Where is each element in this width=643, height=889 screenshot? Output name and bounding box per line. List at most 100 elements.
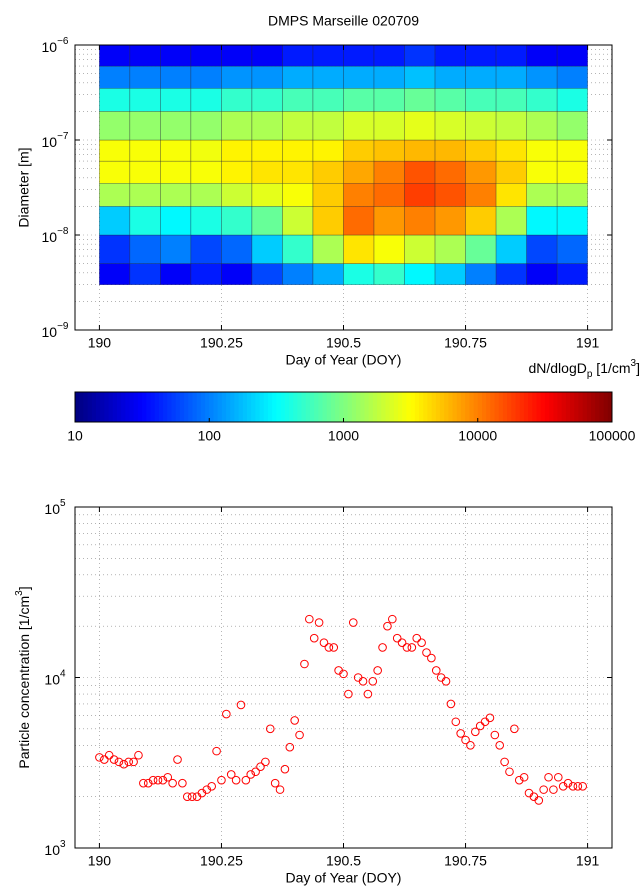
axis-label: Particle concentration [1/cm3] <box>14 586 32 768</box>
colorbar-swatch <box>347 392 353 422</box>
scatter-point <box>495 741 505 750</box>
colorbar-swatch <box>280 392 286 422</box>
heatmap-cell <box>221 183 253 207</box>
heatmap-cell <box>221 88 253 112</box>
colorbar-swatch <box>414 392 420 422</box>
colorbar-swatch <box>230 392 235 422</box>
scatter-point <box>549 785 558 794</box>
tick-base: 10 <box>44 501 60 517</box>
colorbar-tick-label: 10 <box>67 428 83 444</box>
scatter-point <box>134 750 143 760</box>
heatmap-cell <box>343 111 375 141</box>
heatmap-cell <box>251 65 283 89</box>
colorbar-swatch <box>175 392 181 422</box>
label-part: [1/cm <box>592 360 630 376</box>
colorbar-swatch <box>95 392 101 422</box>
scatter-point <box>114 757 124 767</box>
scatter-point <box>95 753 104 762</box>
scatter-point <box>241 775 251 785</box>
colorbar-swatch <box>330 392 336 422</box>
scatter-point <box>519 772 529 782</box>
colorbar-swatch <box>196 392 202 422</box>
scatter-point <box>480 717 490 727</box>
colorbar-swatch <box>276 392 282 422</box>
colorbar-swatch <box>410 392 416 422</box>
heatmap-cell <box>221 111 253 141</box>
heatmap-cell <box>282 160 314 184</box>
colorbar-swatch <box>561 392 567 422</box>
heatmap-cell <box>556 111 588 141</box>
heatmap-cell <box>190 88 222 112</box>
heatmap-cell <box>251 183 283 207</box>
heatmap-cell <box>221 139 253 162</box>
scatter-point <box>563 778 573 788</box>
heatmap-cell <box>404 44 436 67</box>
label-part: ] <box>636 360 640 376</box>
scatter-point <box>231 775 241 785</box>
y-tick-label: 10−6 <box>42 36 69 55</box>
scatter-point <box>427 653 436 663</box>
colorbar-swatch <box>393 392 399 422</box>
colorbar-swatch <box>121 392 126 422</box>
colorbar-swatch <box>528 392 533 422</box>
heatmap-cell <box>312 206 344 236</box>
scatter-point <box>285 742 295 752</box>
heatmap-cell <box>373 139 405 162</box>
heatmap-cell <box>465 183 497 207</box>
label-part: p <box>587 369 593 380</box>
scatter-point <box>378 643 387 652</box>
tick-base: 10 <box>42 324 58 340</box>
y-tick-label: 104 <box>44 668 66 687</box>
heatmap-cell <box>190 65 222 89</box>
heatmap-cell <box>373 263 405 285</box>
colorbar-swatch <box>406 392 412 422</box>
heatmap-cell <box>434 206 466 236</box>
colorbar-swatch <box>192 392 198 422</box>
colorbar-swatch <box>91 392 97 422</box>
heatmap-cell <box>190 111 222 141</box>
heatmap-cell <box>434 234 466 264</box>
colorbar-swatch <box>469 392 475 422</box>
scatter-point <box>446 699 456 709</box>
colorbar-swatch <box>519 392 525 422</box>
scatter-point <box>187 792 197 801</box>
colorbar-swatch <box>217 392 223 422</box>
heatmap-cell <box>343 88 375 112</box>
scatter-point <box>173 755 182 764</box>
colorbar-swatch <box>477 392 483 422</box>
colorbar-swatch <box>322 392 328 422</box>
scatter-point <box>300 659 309 669</box>
colorbar-swatch <box>79 392 84 422</box>
tick-base: 10 <box>42 134 58 150</box>
heatmap-cell <box>526 183 558 207</box>
scatter-point <box>104 750 114 760</box>
colorbar-swatch <box>444 392 449 422</box>
colorbar-swatch <box>381 392 386 422</box>
colorbar-tick-label: 10000 <box>458 428 497 444</box>
heatmap-cell <box>465 88 497 112</box>
scatter-point <box>295 730 304 740</box>
heatmap-cell <box>404 263 436 285</box>
colorbar-swatch <box>200 392 206 422</box>
heatmap-cell <box>495 234 527 264</box>
colorbar-swatch <box>389 392 395 422</box>
tick-exponent: 3 <box>60 839 66 850</box>
label-part: 3 <box>14 590 25 596</box>
heatmap-cell <box>404 183 436 207</box>
x-tick-label: 190 <box>88 853 112 869</box>
heatmap-cell <box>99 111 131 141</box>
colorbar-swatch <box>565 392 571 422</box>
scatter-point <box>441 676 451 686</box>
heatmap-cell <box>99 183 131 207</box>
scatter-point <box>363 689 373 699</box>
colorbar-swatch <box>435 392 441 422</box>
tick-exponent: 5 <box>60 498 66 509</box>
colorbar-swatch <box>343 392 349 422</box>
y-tick-label: 10−9 <box>42 321 69 340</box>
colorbar-swatch <box>523 392 529 422</box>
scatter-point <box>392 633 402 643</box>
colorbar-swatch <box>507 392 512 422</box>
label-part: Particle concentration [1/cm <box>16 596 32 769</box>
heatmap-cell <box>129 206 161 236</box>
y-tick-label: 103 <box>44 839 66 858</box>
